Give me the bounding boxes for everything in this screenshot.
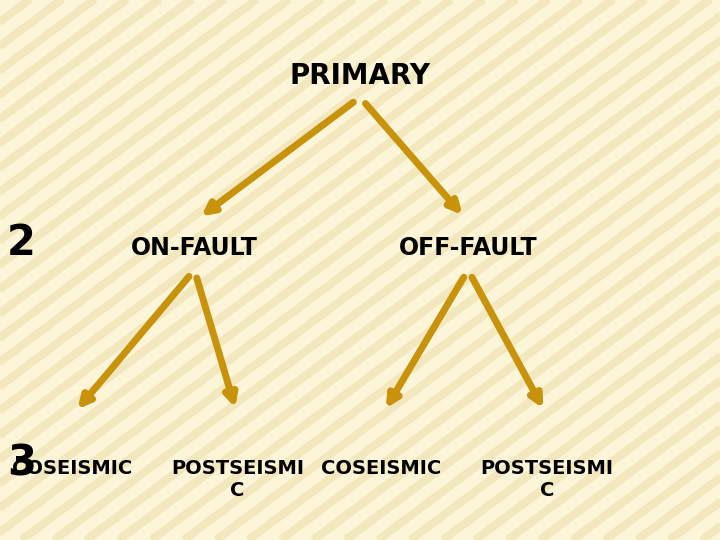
Text: POSTSEISMI
C: POSTSEISMI C	[171, 459, 304, 500]
Text: PRIMARY: PRIMARY	[289, 62, 431, 90]
Text: COSEISMIC: COSEISMIC	[12, 459, 132, 478]
Text: OFF-FAULT: OFF-FAULT	[399, 237, 537, 260]
Text: 2: 2	[7, 222, 36, 264]
Text: COSEISMIC: COSEISMIC	[321, 459, 442, 478]
Text: POSTSEISMI
C: POSTSEISMI C	[481, 459, 613, 500]
Text: ON-FAULT: ON-FAULT	[131, 237, 258, 260]
Text: 3: 3	[7, 443, 36, 485]
